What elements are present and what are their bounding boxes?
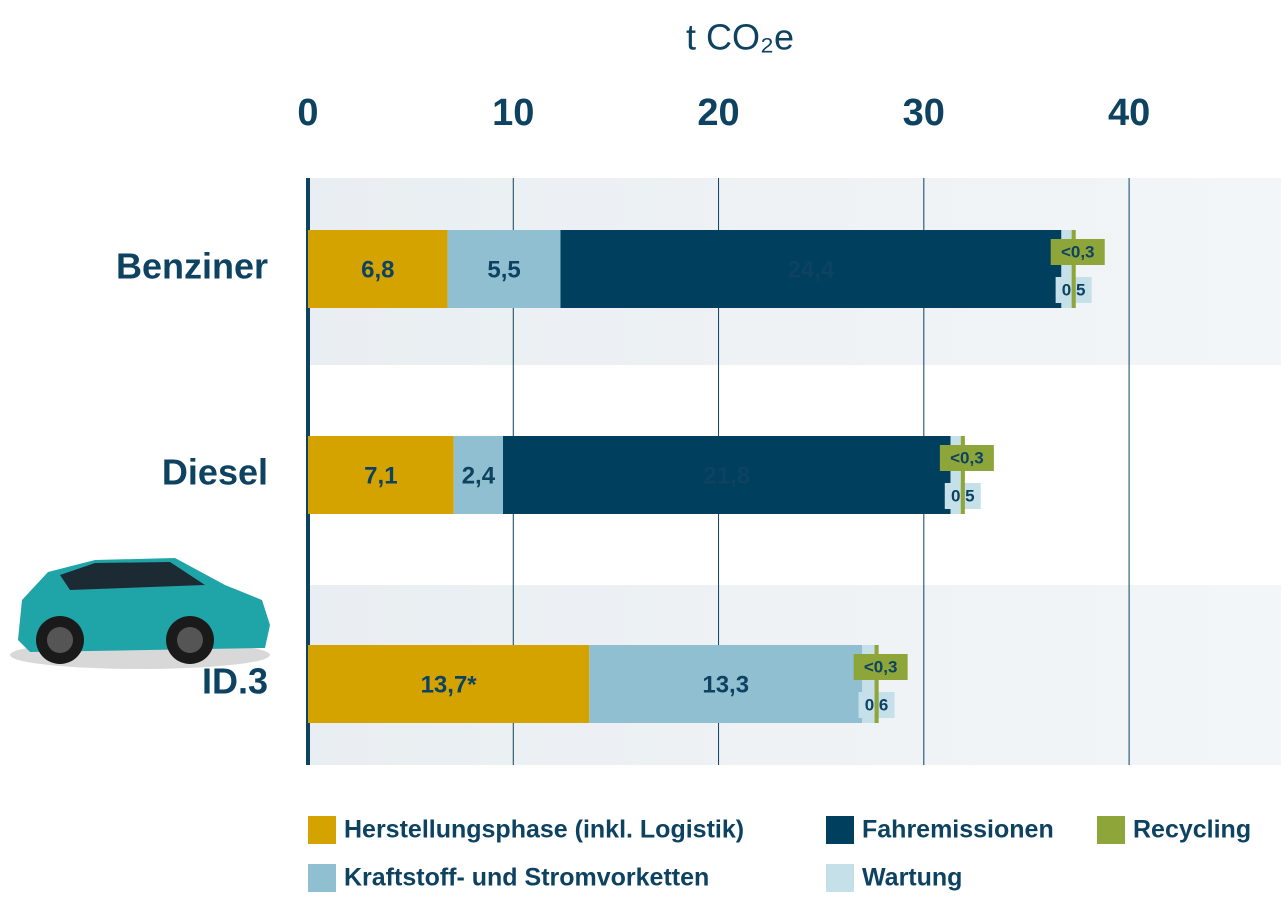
chart-title: t CO₂e (686, 17, 794, 58)
bar-segment (1071, 230, 1076, 308)
value-label: 13,7* (421, 671, 478, 698)
value-label: 5,5 (487, 256, 520, 283)
bar-segment (589, 645, 863, 723)
legend-label: Kraftstoff- und Stromvorketten (344, 864, 709, 892)
bar-segment (447, 230, 561, 308)
legend-label: Recycling (1133, 816, 1251, 844)
bar-segment (950, 436, 961, 514)
category-label: Benziner (116, 246, 268, 287)
value-label-box (939, 445, 994, 471)
value-label-box (1050, 239, 1105, 265)
legend-label: Fahremissionen (862, 816, 1054, 844)
value-label-box (853, 654, 908, 680)
legend-swatch (1097, 816, 1125, 844)
bar-segment (308, 645, 590, 723)
value-label: 13,3 (702, 671, 749, 698)
legend-swatch (826, 864, 854, 892)
value-label: 24,4 (788, 256, 835, 283)
category-label: Diesel (162, 452, 268, 493)
bar-segment (308, 230, 448, 308)
x-tick-label: 30 (903, 92, 945, 134)
value-label: 2,4 (462, 462, 496, 489)
bar-segment (503, 436, 951, 514)
value-label: <0,3 (864, 657, 898, 676)
bar-segment (1061, 230, 1072, 308)
legend-swatch (308, 816, 336, 844)
category-label: ID.3 (202, 661, 268, 702)
value-label: 21,8 (703, 462, 750, 489)
x-tick-label: 40 (1108, 92, 1150, 134)
x-tick-label: 0 (297, 92, 318, 134)
value-label: 7,1 (364, 462, 397, 489)
value-label: <0,3 (1061, 242, 1095, 261)
bar-segment (960, 436, 965, 514)
car-illustration (10, 558, 270, 669)
legend-swatch (308, 864, 336, 892)
value-label: <0,3 (950, 448, 984, 467)
bar-segment (308, 436, 454, 514)
value-label: 6,8 (361, 256, 394, 283)
bar-segment (874, 645, 879, 723)
legend-swatch (826, 816, 854, 844)
legend-label: Herstellungsphase (inkl. Logistik) (344, 816, 744, 844)
x-tick-label: 20 (697, 92, 739, 134)
legend-label: Wartung (862, 864, 962, 892)
bar-segment (453, 436, 504, 514)
x-tick-label: 10 (492, 92, 534, 134)
bar-segment (560, 230, 1062, 308)
